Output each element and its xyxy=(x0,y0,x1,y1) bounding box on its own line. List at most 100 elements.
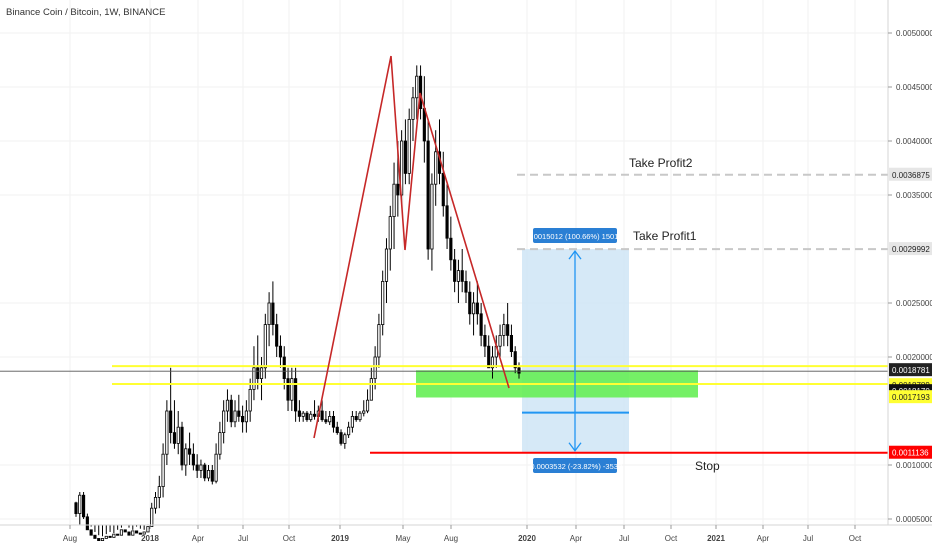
candle-body xyxy=(199,464,203,471)
candle-body xyxy=(282,356,286,380)
candle-body xyxy=(225,399,230,412)
candle-body xyxy=(347,426,351,436)
candle-body xyxy=(456,270,460,282)
candle-body xyxy=(513,351,517,369)
x-tick-label: 2018 xyxy=(141,534,159,543)
candle-body xyxy=(256,367,260,379)
candle-body xyxy=(165,410,169,455)
price-label-bg xyxy=(889,390,932,404)
y-tick-label: 0.0040000 xyxy=(896,137,932,146)
candle-body xyxy=(468,291,472,315)
candle-body xyxy=(233,410,237,423)
candle-body xyxy=(146,526,150,533)
candle-body xyxy=(237,410,241,417)
candle-body xyxy=(172,432,177,444)
candle-body xyxy=(339,432,343,444)
candle-body xyxy=(460,270,464,282)
candle-body xyxy=(188,448,192,455)
measure-arrow[interactable] xyxy=(568,250,582,452)
x-tick-label: Jul xyxy=(619,534,629,543)
candle-body xyxy=(169,410,173,434)
candle-body xyxy=(407,119,411,174)
y-tick-label: 0.0045000 xyxy=(896,83,932,92)
candle-body xyxy=(74,502,78,514)
candle-body xyxy=(479,313,483,336)
candle-body xyxy=(490,356,495,369)
candle-body xyxy=(453,259,457,282)
x-tick-label: May xyxy=(395,534,410,543)
candle-body xyxy=(184,448,188,466)
candles xyxy=(74,65,521,542)
candle-body xyxy=(119,529,124,536)
candle-body xyxy=(108,535,112,538)
candle-body xyxy=(180,426,184,466)
candle-body xyxy=(369,378,373,401)
candle-body xyxy=(305,412,309,421)
x-tick-label: Oct xyxy=(665,534,678,543)
x-tick-label: 2020 xyxy=(518,534,536,543)
candle-body xyxy=(271,302,275,326)
x-tick-label: Jul xyxy=(803,534,813,543)
candle-body xyxy=(358,412,362,421)
candle-body xyxy=(229,399,233,423)
candle-body xyxy=(176,426,180,444)
candle-body xyxy=(498,334,502,347)
candle-body xyxy=(214,453,218,482)
y-tick-label: 0.0025000 xyxy=(896,299,932,308)
candle-body xyxy=(471,302,476,315)
candle-body xyxy=(89,529,93,536)
candle-body xyxy=(203,464,207,479)
x-tick-label: Aug xyxy=(63,534,77,543)
candle-body xyxy=(415,75,419,99)
arrow-up-head xyxy=(568,250,582,260)
candle-body xyxy=(309,413,313,421)
price-label: 0.0036875 xyxy=(892,171,930,180)
candle-body xyxy=(328,415,332,423)
candle-body xyxy=(388,216,392,250)
x-tick-label: 2019 xyxy=(331,534,349,543)
rising-wedge-lines[interactable] xyxy=(313,55,510,439)
candle-body xyxy=(278,345,283,358)
candle-body xyxy=(206,469,211,479)
candle-body xyxy=(123,529,127,533)
candle-body xyxy=(384,248,389,282)
x-tick-label: 2021 xyxy=(707,534,725,543)
arrow-down-head xyxy=(568,442,582,452)
candle-body xyxy=(142,531,146,535)
price-label-bg xyxy=(889,363,932,377)
candle-body xyxy=(93,534,97,539)
candle-body xyxy=(97,538,101,542)
price-label: 0.0029992 xyxy=(892,245,930,254)
candle-body xyxy=(127,531,131,536)
candle-body xyxy=(153,496,158,509)
x-tick-label: Jul xyxy=(238,534,248,543)
candle-body xyxy=(350,415,354,428)
candle-body xyxy=(335,426,339,434)
price-label-bg xyxy=(889,242,932,256)
candle-body xyxy=(218,432,222,455)
candle-body xyxy=(248,388,252,412)
candle-body xyxy=(81,494,86,518)
candle-body xyxy=(131,530,135,536)
candle-body xyxy=(487,345,491,369)
price-label: 0.0017193 xyxy=(892,393,930,402)
candle-body xyxy=(464,280,468,293)
candle-body xyxy=(150,507,154,527)
candle-body xyxy=(517,367,521,374)
candle-body xyxy=(475,302,479,315)
candle-body xyxy=(290,378,294,401)
price-label-bg xyxy=(889,167,932,181)
candle-body xyxy=(244,410,248,423)
y-tick-label: 0.0035000 xyxy=(896,191,932,200)
price-axis[interactable]: 0.0050000 0.0045000 0.0040000 0.0035000 0.00… xyxy=(888,29,932,524)
candle-body xyxy=(396,183,400,196)
time-axis[interactable]: Aug 2018 Apr Jul Oct 2019 May Aug 2020 Apr Jul Oct 2… xyxy=(63,525,862,543)
measure-up-badge: 0.0015012 (100.66%) 15012 xyxy=(527,228,623,243)
candle-body xyxy=(85,516,89,531)
candle-body xyxy=(312,413,317,417)
candle-body xyxy=(502,324,506,336)
candle-body xyxy=(434,151,438,185)
candle-body xyxy=(275,324,279,347)
x-tick-label: Apr xyxy=(757,534,770,543)
